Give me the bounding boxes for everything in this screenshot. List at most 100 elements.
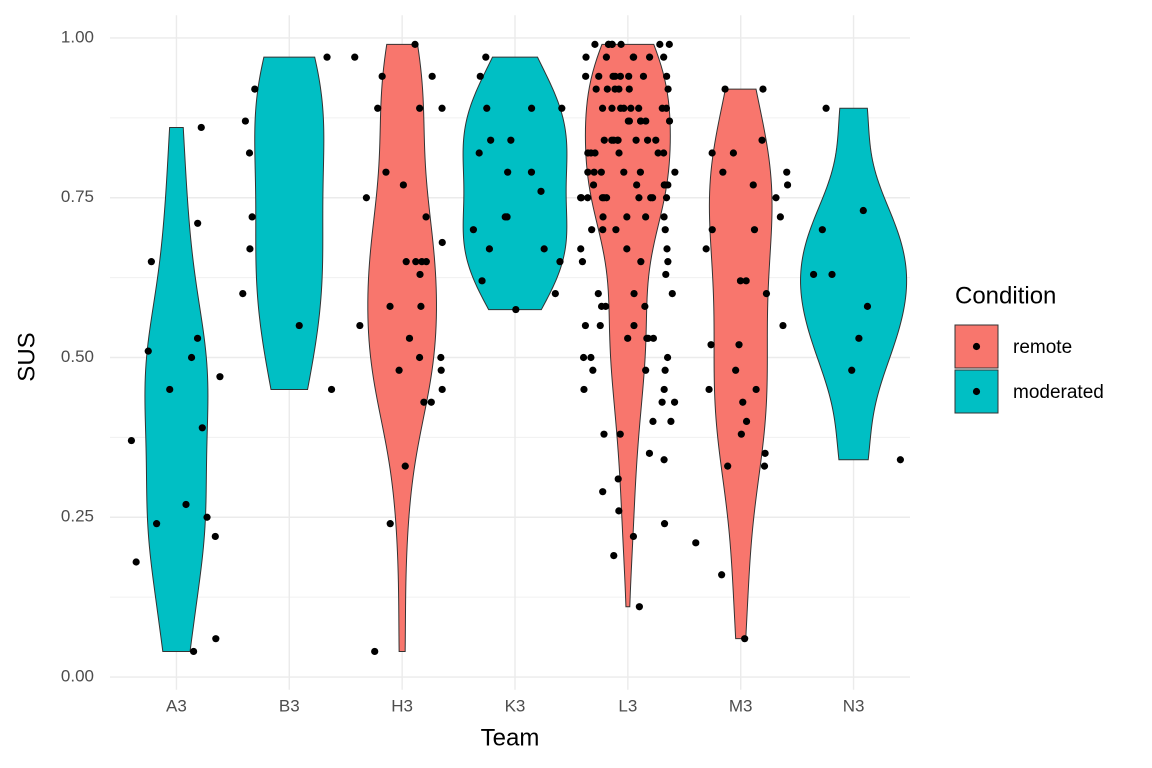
data-point [828,270,836,279]
y-tick-label: 0.75 [61,187,94,206]
data-point [438,104,446,112]
data-point [762,289,771,298]
data-point [644,334,652,342]
data-point [660,456,668,464]
data-point [584,194,592,202]
legend-label: moderated [1013,382,1104,403]
legend-title: Condition [955,282,1056,309]
data-point [612,226,620,234]
data-point [649,417,657,426]
data-point [609,72,617,80]
violin [144,126,209,652]
data-point [750,226,759,234]
data-point [721,85,729,93]
y-tick-label: 1.00 [61,27,94,46]
data-point [411,40,419,48]
data-point [661,226,669,234]
y-tick-label: 0.50 [61,347,94,366]
data-point [658,104,666,112]
data-point [416,270,424,279]
data-point [428,72,436,80]
data-point [578,258,587,266]
data-point [558,104,566,112]
data-point [602,53,610,61]
data-point [614,475,622,483]
data-point [702,245,710,253]
data-point [625,72,633,80]
data-point [772,194,780,202]
data-point [507,136,515,144]
data-point [592,85,600,93]
data-point [402,258,410,266]
data-point [664,258,672,266]
data-point [378,72,386,80]
data-point [604,40,613,48]
data-point [635,194,643,202]
data-point [624,334,632,342]
data-point [512,305,520,314]
data-point [399,181,407,189]
data-point [671,168,679,176]
data-point [588,226,596,234]
violin [708,88,773,640]
data-point [668,289,676,298]
data-point [527,104,536,112]
data-point [251,85,259,93]
x-axis-title: Team [481,724,540,751]
data-point [323,53,331,61]
data-point [736,277,745,285]
data-point [848,366,856,374]
data-point [476,72,484,80]
data-point [665,117,674,125]
data-point [153,520,161,528]
data-point [625,85,633,93]
data-point [741,635,749,643]
data-point [654,149,662,157]
data-point [245,149,254,157]
data-point [613,136,622,144]
data-point [630,53,638,61]
data-point [641,302,649,310]
data-point [636,168,645,176]
data-point [645,449,654,457]
data-point [527,168,536,176]
data-point [632,136,640,144]
data-point [193,334,202,342]
data-point [624,117,632,125]
data-point [248,213,256,221]
x-tick-label: N3 [843,696,865,715]
data-point [422,213,430,221]
violin [462,56,568,311]
data-point [584,149,592,157]
data-point [863,302,872,310]
data-point [587,353,595,362]
data-point [132,558,140,566]
data-point [822,104,830,112]
data-point [616,430,624,438]
data-point [630,289,638,298]
data-point [386,520,394,528]
data-point [615,149,623,157]
data-point [482,53,490,61]
data-point [719,168,727,176]
data-point [198,424,206,432]
data-point [642,213,650,221]
data-point [438,238,446,247]
data-point [371,647,379,656]
data-point [758,136,766,144]
data-point [742,417,751,426]
data-point [596,321,604,330]
data-point [579,353,588,362]
data-point [420,398,428,406]
data-point [633,181,641,189]
data-point [597,302,606,310]
data-point [127,436,136,445]
data-point [590,168,598,176]
y-tick-label: 0.25 [61,507,94,526]
data-point [197,123,205,132]
data-point [386,302,394,310]
data-point [707,341,715,349]
data-point [581,321,590,330]
data-point [660,181,668,189]
data-point [427,398,435,406]
